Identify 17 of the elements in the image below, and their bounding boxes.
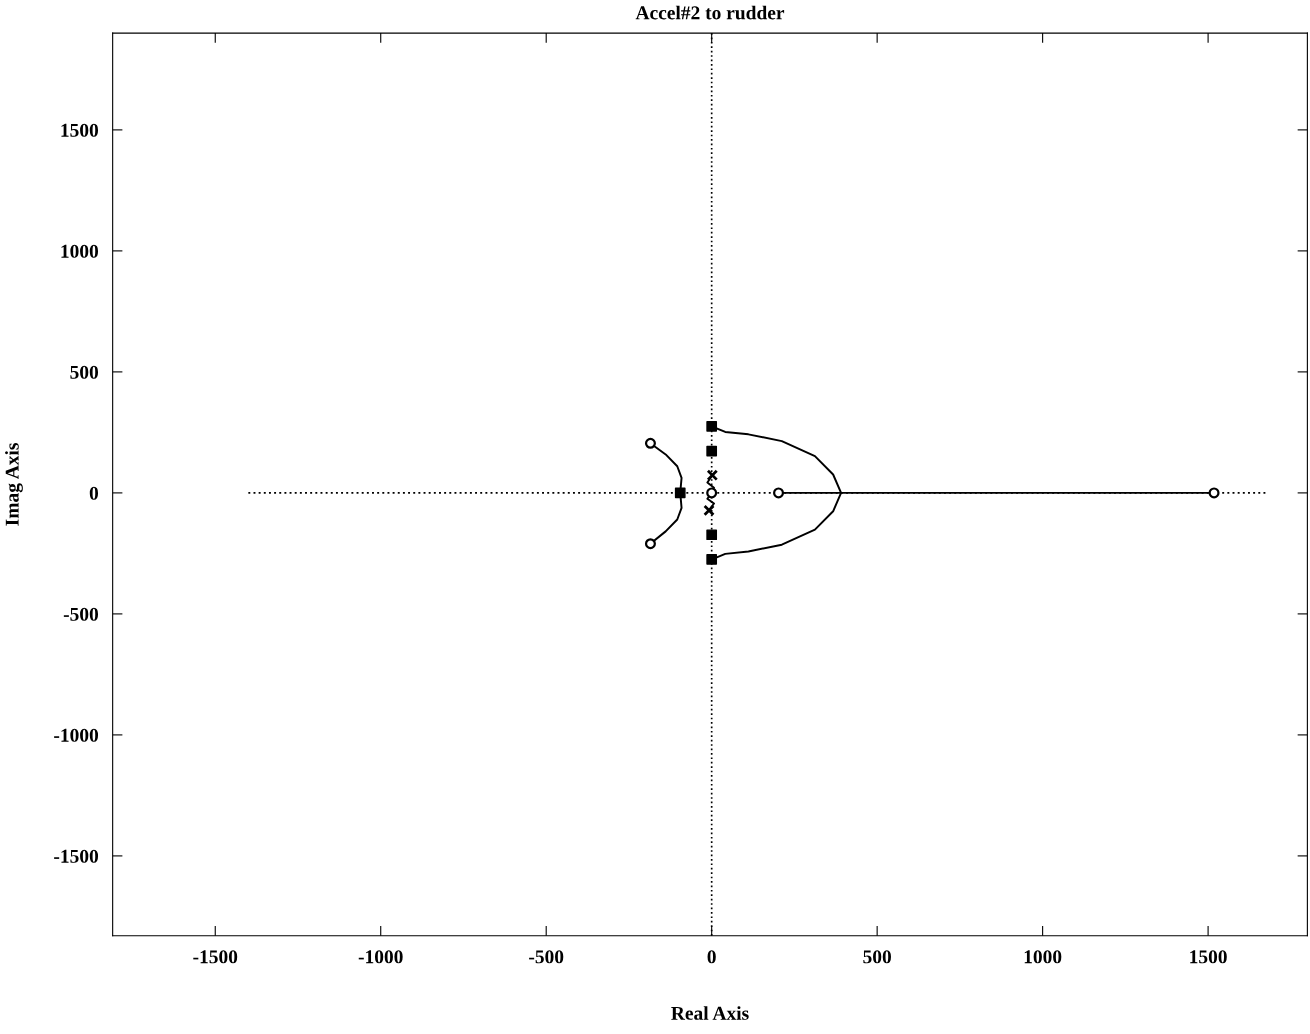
y-tick-label: -500 — [63, 607, 99, 621]
y-tick-label: 500 — [70, 365, 99, 379]
x-tick-label: 1500 — [1190, 950, 1227, 964]
x-tick-label: 500 — [863, 950, 891, 964]
y-tick-label: -1500 — [54, 849, 99, 863]
x-tick-label: -500 — [529, 950, 564, 964]
x-axis-title: Real Axis — [671, 1006, 749, 1020]
y-tick-label: 0 — [89, 486, 99, 500]
chart-title: Accel#2 to rudder — [635, 5, 785, 20]
y-tick-label: -1000 — [54, 728, 99, 742]
x-tick-label: 1000 — [1024, 950, 1062, 964]
x-tick-label: -1000 — [358, 950, 403, 964]
y-axis-title: Imag Axis — [5, 443, 23, 526]
y-tick-label: 1000 — [61, 244, 99, 258]
y-tick-label: 1500 — [61, 123, 99, 137]
x-tick-label: -1500 — [193, 950, 238, 964]
x-tick-label: 0 — [707, 950, 716, 964]
